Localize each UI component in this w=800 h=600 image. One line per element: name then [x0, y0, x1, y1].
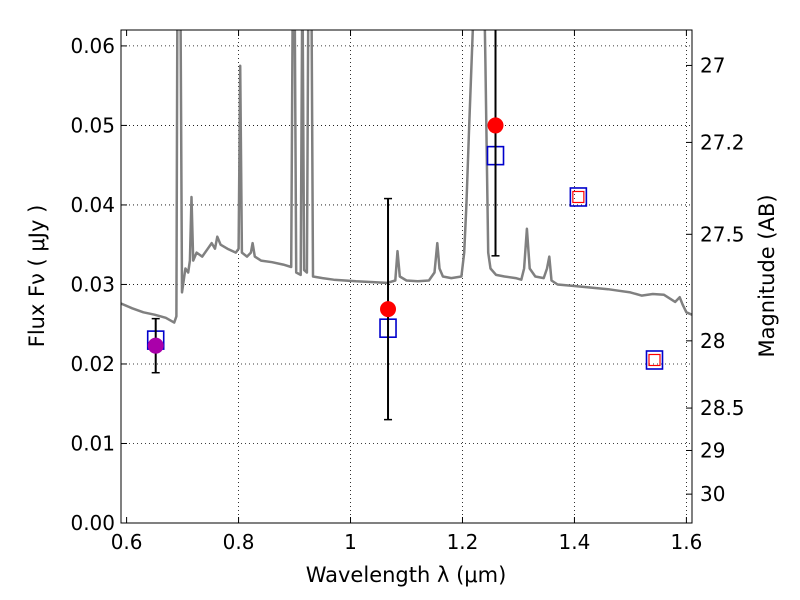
x-tick-label: 0.8	[223, 530, 255, 554]
y2-axis-label: Magnitude (AB)	[755, 194, 779, 357]
x-tick-label: 1.2	[447, 530, 479, 554]
plot-frame	[120, 29, 693, 524]
y-tick-label: 0.02	[70, 352, 115, 376]
mag-tick-label: 29	[700, 438, 725, 462]
mag-tick-label: 28.5	[700, 396, 745, 420]
mag-tick-label: 28	[700, 329, 725, 353]
axes: 0.6 0.8 1 1.2 1.4 1.6 0.00 0.01 0.02 0.03 0.04 0.05…	[70, 30, 745, 554]
grid-lines	[121, 30, 692, 524]
x-axis-label: Wavelength λ (μm)	[306, 563, 507, 587]
upper-limit-marker	[572, 190, 585, 204]
measured-point-marker	[380, 301, 397, 318]
upper-limit-marker	[648, 353, 661, 367]
measured-point-marker	[147, 337, 164, 354]
model-spectrum-line	[121, 30, 692, 324]
x-tick-label: 1.6	[670, 530, 702, 554]
x-tick-label: 1	[344, 530, 357, 554]
mag-tick-label: 30	[700, 482, 725, 506]
x-tick-label: 0.6	[111, 530, 143, 554]
y-tick-label: 0.01	[70, 431, 115, 455]
x-tick-label: 1.4	[559, 530, 591, 554]
y-tick-label: 0.00	[70, 511, 115, 535]
measured-point-marker	[487, 117, 504, 134]
y-axis-label: Flux Fν ( μJy )	[25, 205, 49, 348]
y-tick-label: 0.04	[70, 193, 115, 217]
y-tick-label: 0.05	[70, 113, 115, 137]
mag-tick-label: 27.5	[700, 222, 745, 246]
plot-area	[121, 30, 692, 421]
mag-tick-label: 27.2	[700, 130, 745, 154]
synthetic-point-marker	[569, 187, 588, 207]
y-tick-label: 0.06	[70, 34, 115, 58]
mag-tick-label: 27	[700, 53, 725, 77]
synthetic-point-marker	[645, 350, 664, 370]
y-tick-label: 0.03	[70, 272, 115, 296]
